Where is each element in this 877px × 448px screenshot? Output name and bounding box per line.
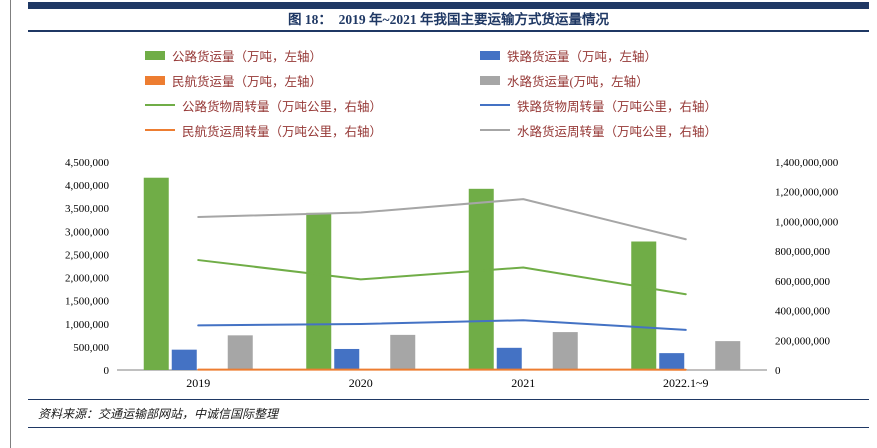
figure-source-row: 资料来源：交通运输部网站，中诚信国际整理 xyxy=(28,399,869,428)
bar-gray-2021 xyxy=(552,332,578,370)
bar-gray-2020 xyxy=(390,334,416,370)
legend-blue-bar-swatch-icon xyxy=(480,50,500,60)
left-axis-tick-label: 1,000,000 xyxy=(65,319,110,331)
x-axis-category-label: 2022.1~9 xyxy=(663,376,709,390)
left-axis-tick-label: 2,000,000 xyxy=(65,273,110,285)
left-axis-tick-label: 4,000,000 xyxy=(65,180,110,192)
bar-blue-2020 xyxy=(334,348,360,370)
right-axis-tick-label: 400,000,000 xyxy=(775,306,831,318)
figure-top-bar xyxy=(28,2,869,9)
right-axis-tick-label: 200,000,000 xyxy=(775,335,831,347)
legend-gray-bar-swatch-icon xyxy=(480,75,500,85)
right-axis-tick-label: 800,000,000 xyxy=(775,246,831,258)
bar-green-2020 xyxy=(306,212,332,370)
legend-gray-line-swatch-icon xyxy=(480,128,510,132)
line-gray-turnover xyxy=(197,198,687,241)
legend-label: 公路货物周转量（万吨公里，右轴） xyxy=(182,99,383,114)
left-axis-tick-label: 1,500,000 xyxy=(65,296,110,308)
legend-item-green-bar: 公路货运量（万吨，左轴） xyxy=(145,48,323,64)
legend-green-bar-swatch-icon xyxy=(145,50,165,60)
bar-green-2022.1~9 xyxy=(631,241,657,370)
legend-label: 水路货运周转量（万吨公里，右轴） xyxy=(517,124,718,139)
figure-title: 图 18： 2019 年~2021 年我国主要运输方式货运量情况 xyxy=(28,9,869,32)
line-green-turnover xyxy=(197,259,687,296)
bar-gray-2019 xyxy=(227,335,253,370)
legend-item-green-line: 公路货物周转量（万吨公里，右轴） xyxy=(145,98,383,114)
legend-item-gray-bar: 水路货运量(万吨，左轴） xyxy=(480,73,649,89)
bar-blue-2021 xyxy=(496,347,522,370)
legend-item-gray-line: 水路货运周转量（万吨公里，右轴） xyxy=(480,123,718,139)
legend-label: 公路货运量（万吨，左轴） xyxy=(172,49,323,64)
legend-label: 民航货运周转量（万吨公里，右轴） xyxy=(182,124,383,139)
legend-item-blue-line: 铁路货物周转量（万吨公里，右轴） xyxy=(480,98,718,114)
bar-green-2021 xyxy=(468,188,494,370)
x-axis-category-label: 2020 xyxy=(349,376,373,390)
x-axis-category-label: 2021 xyxy=(511,376,535,390)
page-left-border xyxy=(10,0,11,448)
legend-orange-line-swatch-icon xyxy=(145,128,175,132)
legend-orange-bar-swatch-icon xyxy=(145,75,165,85)
left-axis-tick-label: 500,000 xyxy=(73,342,109,354)
legend-item-orange-line: 民航货运周转量（万吨公里，右轴） xyxy=(145,123,383,139)
x-axis-category-label: 2019 xyxy=(186,376,210,390)
right-axis-tick-label: 1,200,000,000 xyxy=(775,187,839,199)
left-axis-tick-label: 2,500,000 xyxy=(65,249,110,261)
left-axis-tick-label: 0 xyxy=(104,365,110,377)
right-axis-tick-label: 600,000,000 xyxy=(775,276,831,288)
bar-green-2019 xyxy=(143,177,169,370)
left-axis-tick-label: 3,500,000 xyxy=(65,203,110,215)
left-axis-tick-label: 3,000,000 xyxy=(65,226,110,238)
freight-combo-chart: 4,500,000 4,000,000 3,500,000 3,000,000 2,50… xyxy=(65,157,839,390)
right-axis-tick-label: 1,000,000,000 xyxy=(775,216,839,228)
legend-label: 水路货运量(万吨，左轴） xyxy=(507,74,649,89)
legend-blue-line-swatch-icon xyxy=(480,103,510,107)
right-axis-tick-label: 1,400,000,000 xyxy=(775,157,839,169)
right-axis-tick-label: 0 xyxy=(775,365,781,377)
bar-blue-2019 xyxy=(171,349,197,370)
legend-item-orange-bar: 民航货运量（万吨，左轴） xyxy=(145,73,323,89)
bar-gray-2022.1~9 xyxy=(715,341,741,370)
legend-item-blue-bar: 铁路货运量（万吨，左轴） xyxy=(480,48,658,64)
bar-blue-2022.1~9 xyxy=(659,353,685,370)
legend-label: 民航货运量（万吨，左轴） xyxy=(172,74,323,89)
figure-source: 资料来源：交通运输部网站，中诚信国际整理 xyxy=(38,407,279,421)
left-axis-tick-label: 4,500,000 xyxy=(65,157,110,169)
legend-label: 铁路货物周转量（万吨公里，右轴） xyxy=(517,99,718,114)
legend-green-line-swatch-icon xyxy=(145,103,175,107)
chart-legend: 公路货运量（万吨，左轴） 铁路货运量（万吨，左轴） 民航货运量（万吨，左轴） 水路货运… xyxy=(28,48,869,160)
legend-label: 铁路货运量（万吨，左轴） xyxy=(507,49,658,64)
line-blue-turnover xyxy=(197,319,687,331)
